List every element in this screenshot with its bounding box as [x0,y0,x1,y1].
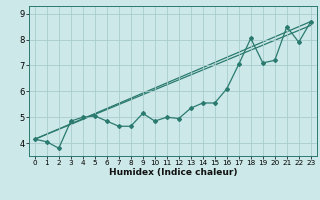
X-axis label: Humidex (Indice chaleur): Humidex (Indice chaleur) [108,168,237,177]
